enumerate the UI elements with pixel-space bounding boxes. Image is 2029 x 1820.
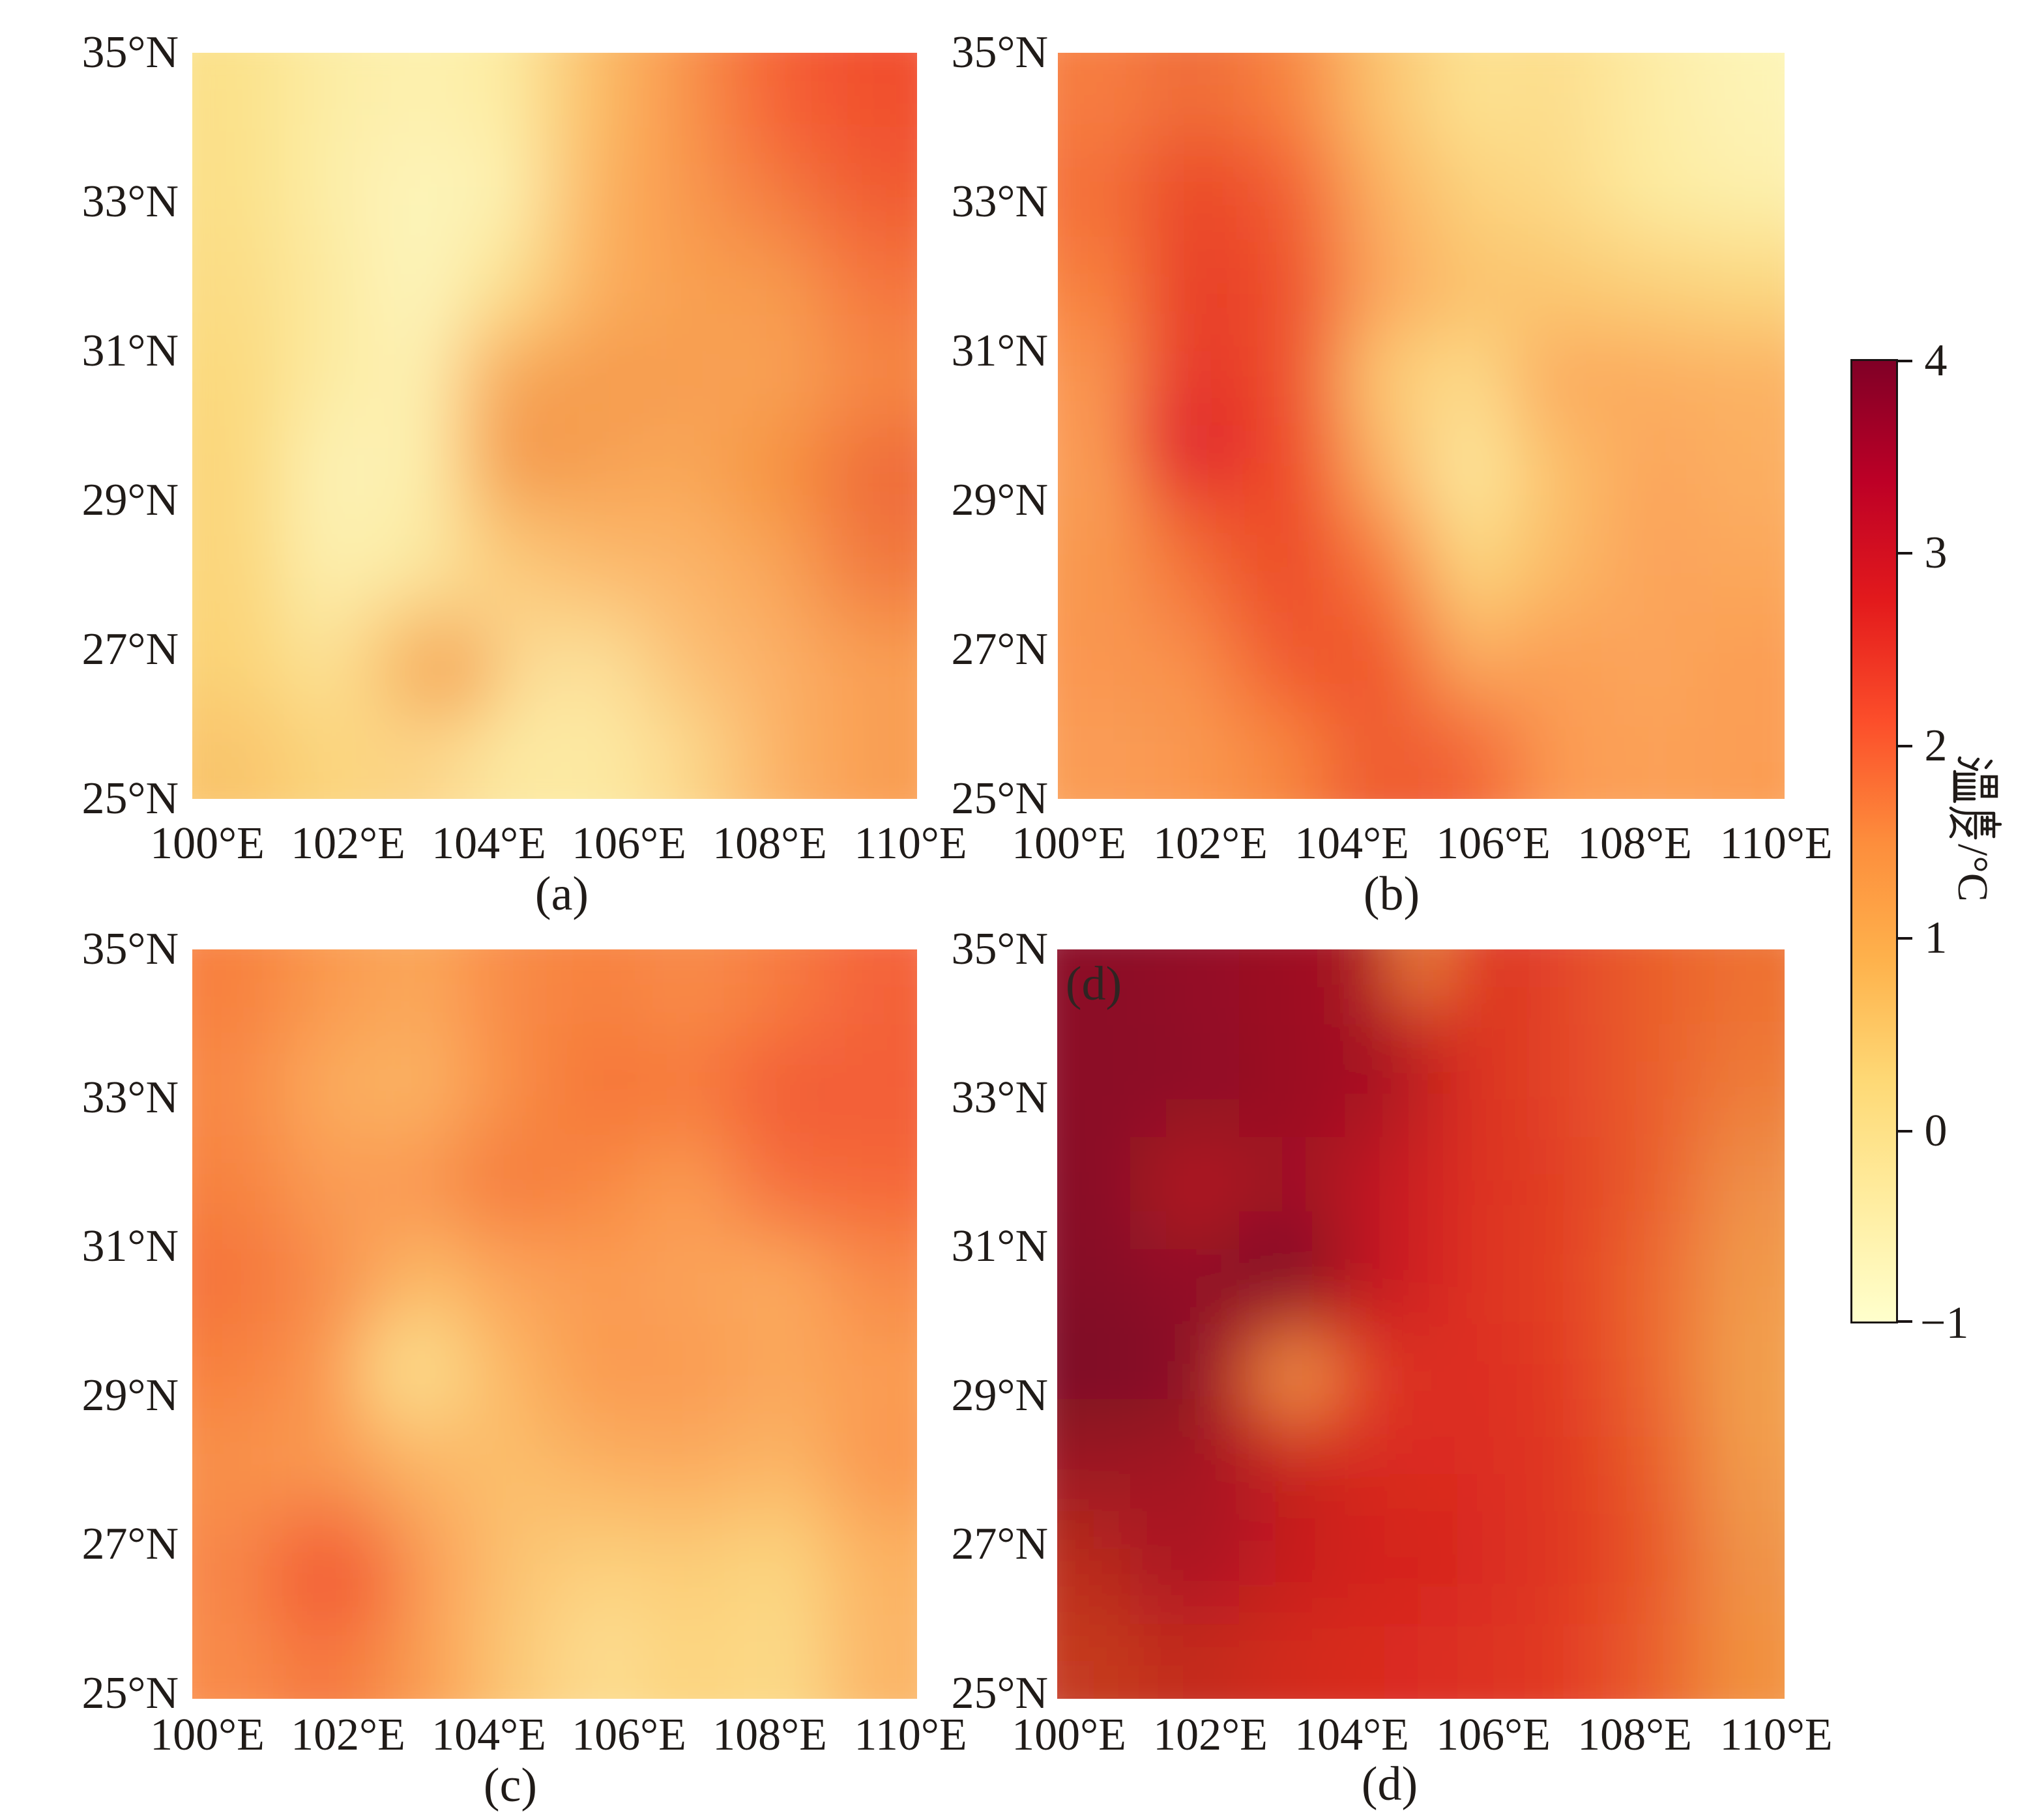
svg-text:/°C: /°C xyxy=(1949,844,1996,902)
